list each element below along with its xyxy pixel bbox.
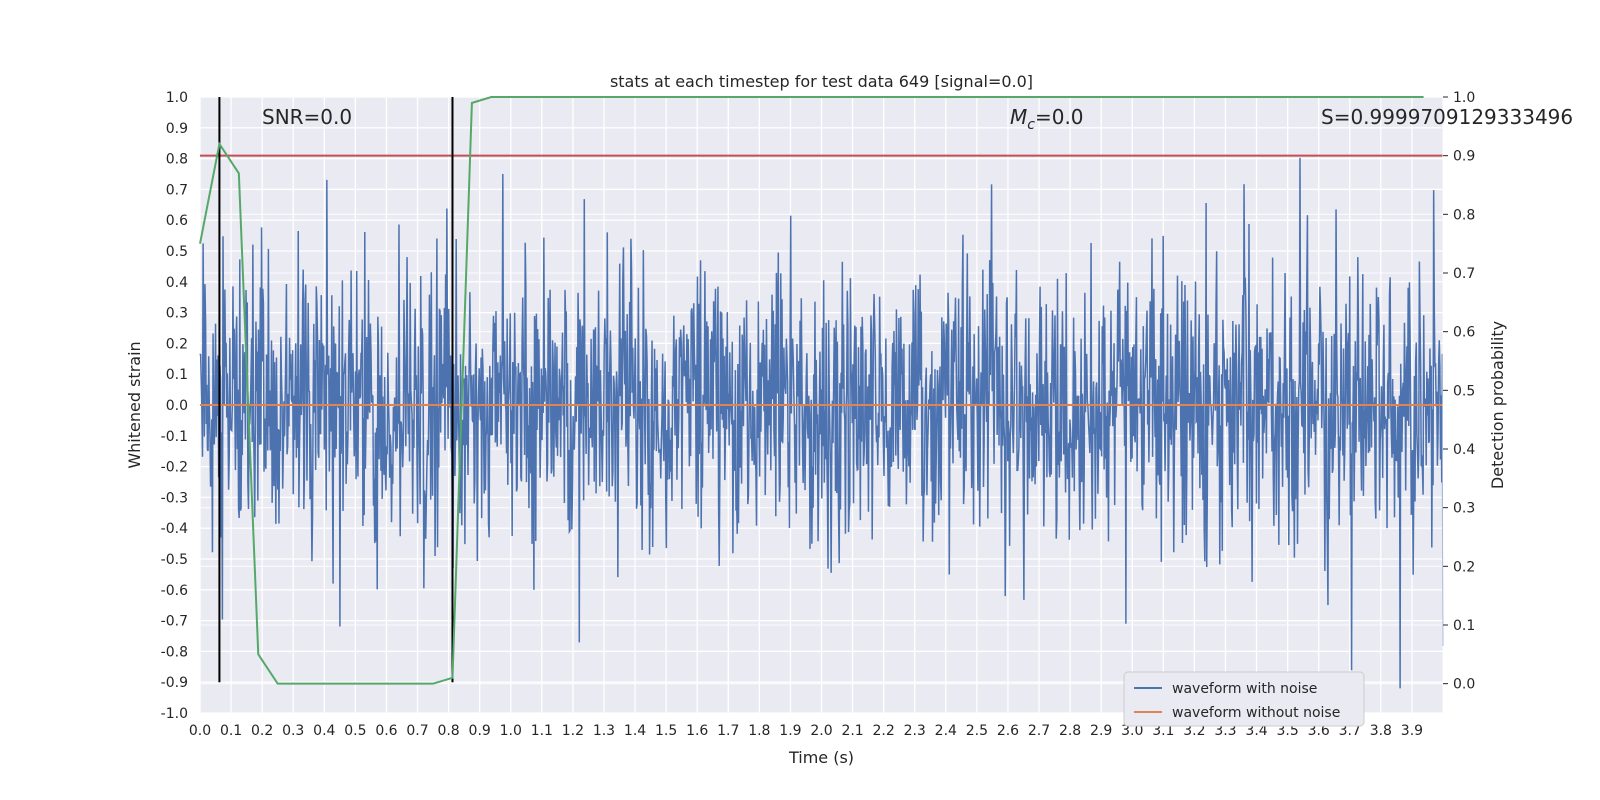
x-tick-label: 2.9 [1090, 723, 1112, 739]
x-tick-label: 0.5 [344, 723, 366, 739]
y-tick-label: -0.2 [161, 460, 188, 476]
y2-tick-label: 0.5 [1453, 383, 1475, 399]
y-tick-label: 0.1 [166, 367, 188, 383]
x-tick-label: 3.7 [1339, 723, 1361, 739]
x-tick-label: 2.2 [873, 723, 895, 739]
chart-title: stats at each timestep for test data 649… [610, 72, 1033, 91]
y-tick-label: 0.9 [166, 121, 188, 137]
x-axis-label: Time (s) [788, 748, 854, 767]
x-tick-label: 3.9 [1401, 723, 1423, 739]
x-tick-label: 2.5 [966, 723, 988, 739]
y2-tick-label: 0.2 [1453, 559, 1475, 575]
x-tick-label: 3.8 [1370, 723, 1392, 739]
x-tick-label: 0.3 [282, 723, 304, 739]
x-tick-label: 1.9 [779, 723, 801, 739]
y-tick-label: -0.8 [161, 644, 188, 660]
x-tick-label: 2.6 [997, 723, 1019, 739]
x-tick-label: 1.6 [686, 723, 708, 739]
y2-tick-label: 0.9 [1453, 149, 1475, 165]
y2-tick-label: 0.4 [1453, 442, 1475, 458]
y-tick-label: -0.3 [161, 490, 188, 506]
annotation-mc-value: =0.0 [1035, 105, 1084, 129]
y-tick-label: 0.7 [166, 182, 188, 198]
x-tick-label: 2.0 [810, 723, 832, 739]
x-tick-label: 2.1 [841, 723, 863, 739]
y-tick-label: -0.1 [161, 429, 188, 445]
x-tick-label: 2.3 [904, 723, 926, 739]
y2-tick-label: 0.6 [1453, 325, 1475, 341]
x-tick-label: 1.5 [655, 723, 677, 739]
annotation-snr: SNR=0.0 [262, 105, 352, 129]
x-tick-label: 0.2 [251, 723, 273, 739]
y2-tick-label: 0.0 [1453, 677, 1475, 693]
legend-box [1123, 671, 1365, 727]
y-tick-label: 0.0 [166, 398, 188, 414]
legend-entry-waveform-without-noise: waveform without noise [1172, 705, 1340, 721]
y-tick-label: 0.5 [166, 244, 188, 260]
x-tick-label: 0.1 [220, 723, 242, 739]
y2-tick-label: 1.0 [1453, 90, 1475, 106]
x-tick-label: 0.9 [469, 723, 491, 739]
y-axis-label: Whitened strain [125, 341, 144, 468]
x-tick-label: 2.4 [935, 723, 957, 739]
series-waveform-with-noise [199, 157, 1444, 689]
x-tick-label: 1.0 [500, 723, 522, 739]
x-tick-label: 3.3 [1214, 723, 1236, 739]
y-tick-label: 0.6 [166, 213, 188, 229]
x-tick-label: 3.0 [1121, 723, 1143, 739]
y-tick-label: -0.5 [161, 552, 188, 568]
x-tick-label: 0.4 [313, 723, 335, 739]
x-tick-label: 3.2 [1183, 723, 1205, 739]
x-tick-label: 3.5 [1276, 723, 1298, 739]
detection-probability-line [199, 96, 1424, 685]
x-tick-label: 0.7 [406, 723, 428, 739]
x-tick-label: 0.8 [437, 723, 459, 739]
x-tick-label: 3.6 [1308, 723, 1330, 739]
y-tick-label: -0.6 [161, 583, 188, 599]
annotation-mc-sub: c [1027, 117, 1035, 133]
x-tick-label: 1.7 [717, 723, 739, 739]
y-tick-label: 0.4 [166, 275, 188, 291]
annotation-mc-symbol: M [1010, 105, 1027, 129]
legend-entry-waveform-with-noise: waveform with noise [1172, 681, 1317, 697]
y-tick-label: 1.0 [166, 90, 188, 106]
annotation-s: S=0.9999709129333496 [1321, 105, 1573, 129]
x-tick-label: 0.6 [375, 723, 397, 739]
y2-tick-label: 0.8 [1453, 207, 1475, 223]
x-tick-label: 1.2 [562, 723, 584, 739]
y2-tick-label: 0.1 [1453, 618, 1475, 634]
y-tick-label: 0.8 [166, 152, 188, 168]
x-tick-label: 0.0 [189, 723, 211, 739]
y-tick-label: -0.7 [161, 614, 188, 630]
x-tick-label: 3.4 [1245, 723, 1267, 739]
tick-labels: 0.0 0.1 0.2 0.3 0.4 0.5 0.6 0.7 0.8 0.9 1.0 1.1 1.2 1… [161, 90, 1476, 739]
y-tick-label: 0.2 [166, 336, 188, 352]
x-tick-label: 2.8 [1059, 723, 1081, 739]
annotation-mc: Mc=0.0 [1010, 105, 1084, 133]
waveform-with-noise-line [199, 157, 1444, 689]
x-tick-label: 2.7 [1028, 723, 1050, 739]
x-tick-label: 3.1 [1152, 723, 1174, 739]
y2-tick-label: 0.7 [1453, 266, 1475, 282]
legend: waveform with noise waveform without noi… [1123, 671, 1365, 727]
x-tick-label: 1.8 [748, 723, 770, 739]
y-tick-label: -0.4 [161, 521, 188, 537]
x-tick-label: 1.1 [531, 723, 553, 739]
overlay-lines [199, 96, 1444, 713]
x-tick-label: 1.4 [624, 723, 646, 739]
y-tick-label: 0.3 [166, 306, 188, 322]
y-tick-label: -1.0 [161, 706, 188, 722]
y2-axis-label: Detection probability [1488, 321, 1507, 489]
y-tick-label: -0.9 [161, 675, 188, 691]
y2-tick-label: 0.3 [1453, 501, 1475, 517]
x-tick-label: 1.3 [593, 723, 615, 739]
